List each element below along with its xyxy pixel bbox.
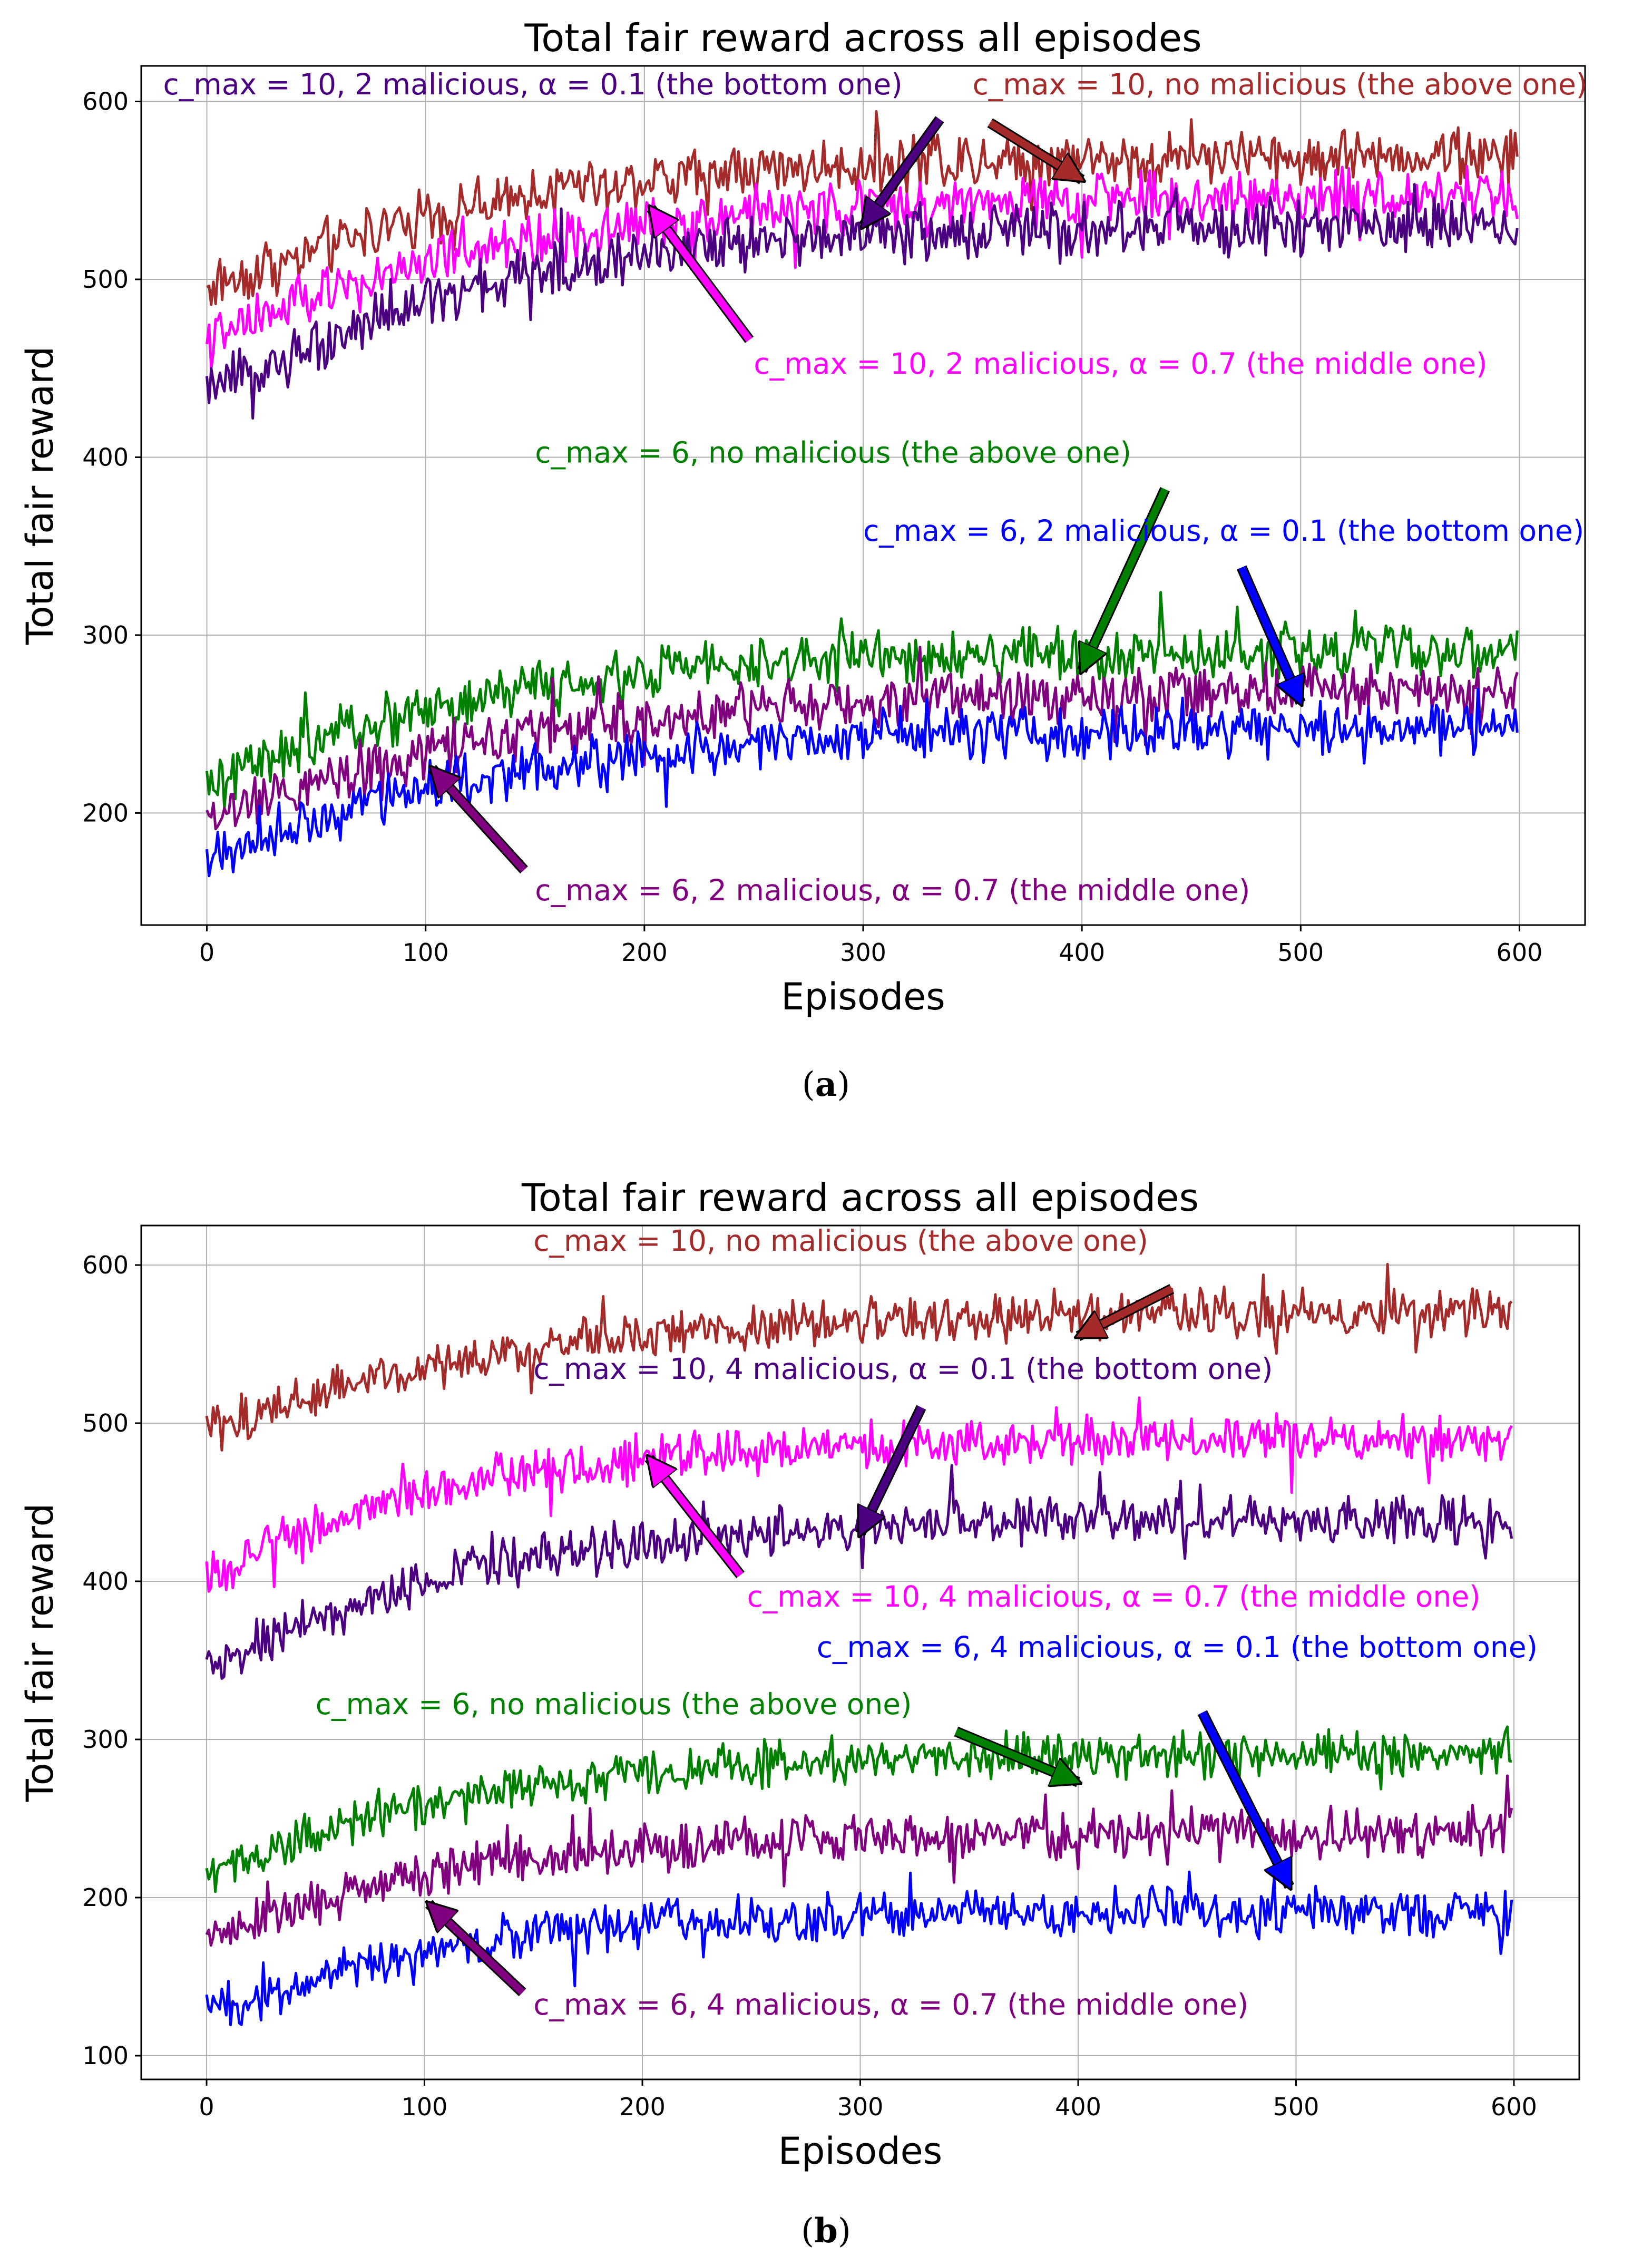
caption-a: (a) [0, 1065, 1652, 1104]
chart-title: Total fair reward across all episodes [524, 16, 1201, 60]
x-tick-label: 300 [840, 938, 886, 967]
annotation-label: c_max = 6, 2 malicious, α = 0.1 (the bot… [863, 514, 1584, 548]
series-line [205, 1396, 1513, 1593]
annotation-label: c_max = 6, 4 malicious, α = 0.7 (the mid… [533, 1988, 1248, 2021]
annotation-arrow [1078, 1285, 1174, 1340]
y-tick-label: 400 [82, 443, 129, 471]
x-tick-label: 400 [1055, 2093, 1101, 2121]
annotation-arrow [988, 120, 1082, 180]
series-line [206, 591, 1519, 810]
y-axis-label: Total fair reward [18, 1503, 62, 1802]
annotation-label: c_max = 6, 4 malicious, α = 0.1 (the bot… [817, 1630, 1538, 1664]
x-tick-label: 600 [1497, 938, 1543, 967]
caption-paren: ) [837, 2212, 851, 2251]
series-line [205, 1774, 1513, 1947]
y-tick-label: 600 [82, 1251, 129, 1279]
annotation-arrow [863, 117, 943, 226]
x-tick-label: 200 [621, 938, 668, 967]
chart-b: 0 100 200 300 400 500 600 100 200 300 400 500 600 Tot… [18, 1175, 1580, 2173]
y-tick-label: 300 [82, 1725, 129, 1754]
annotation-arrow [649, 1458, 744, 1578]
annotation-label: c_max = 10, 2 malicious, α = 0.1 (the bo… [163, 67, 903, 101]
annotation-label: c_max = 6, no malicious (the above one) [316, 1687, 912, 1721]
y-tick-label: 400 [82, 1567, 129, 1596]
x-tick-label: 0 [199, 2093, 214, 2121]
annotation-label: c_max = 10, no malicious (the above one) [533, 1224, 1148, 1258]
y-tick-label: 200 [82, 799, 129, 827]
x-tick-label: 500 [1273, 2093, 1319, 2121]
x-tick-label: 600 [1491, 2093, 1537, 2121]
x-axis-label: Episodes [781, 975, 945, 1018]
caption-paren: ) [837, 1065, 851, 1104]
chart-title: Total fair reward across all episodes [521, 1175, 1199, 1220]
y-tick-label: 500 [82, 265, 129, 294]
x-tick-label: 400 [1059, 938, 1105, 967]
annotation-arrow [1238, 566, 1301, 703]
series-line [205, 1263, 1513, 1452]
annotation-arrow [1199, 1710, 1293, 1886]
x-tick-label: 100 [402, 2093, 448, 2121]
series-line [205, 1725, 1512, 1893]
caption-paren: ( [801, 2212, 815, 2251]
annotation-label: c_max = 6, no malicious (the above one) [535, 436, 1131, 470]
annotation-arrow [429, 1904, 525, 1996]
caption-b: (b) [0, 2211, 1652, 2251]
y-tick-label: 200 [82, 1883, 129, 1912]
annotation-label: c_max = 10, 4 malicious, α = 0.7 (the mi… [747, 1580, 1480, 1613]
annotation-arrow [861, 1405, 925, 1534]
series-line [206, 183, 1519, 420]
annotation-label: c_max = 10, no malicious (the above one) [973, 67, 1588, 101]
x-tick-label: 0 [199, 938, 214, 967]
caption-paren: ( [801, 1065, 815, 1104]
caption-letter: b [814, 2211, 838, 2251]
x-tick-label: 200 [619, 2093, 666, 2121]
series-line [206, 164, 1519, 370]
x-axis-label: Episodes [778, 2129, 942, 2173]
x-tick-label: 500 [1277, 938, 1324, 967]
y-tick-label: 300 [82, 621, 129, 649]
annotation-label: c_max = 6, 2 malicious, α = 0.7 (the mid… [535, 873, 1250, 907]
x-tick-label: 300 [837, 2093, 884, 2121]
annotation-label: c_max = 10, 2 malicious, α = 0.7 (the mi… [754, 347, 1487, 381]
y-tick-label: 500 [82, 1409, 129, 1437]
y-tick-label: 100 [82, 2041, 129, 2070]
chart-a: 0 100 200 300 400 500 600 200 300 400 500 600 Total … [18, 16, 1587, 1018]
annotation-arrow [1082, 488, 1169, 670]
y-axis-label: Total fair reward [18, 346, 62, 645]
annotation-label: c_max = 10, 4 malicious, α = 0.1 (the bo… [533, 1352, 1273, 1386]
annotation-arrow [432, 769, 527, 873]
series-line [205, 1870, 1513, 2027]
x-tick-label: 100 [403, 938, 449, 967]
caption-letter: a [815, 1065, 837, 1104]
annotation-arrow [651, 208, 752, 342]
series-line [206, 687, 1519, 878]
y-tick-label: 600 [82, 87, 129, 115]
annotation-arrow [954, 1728, 1078, 1782]
series-line [206, 110, 1519, 306]
